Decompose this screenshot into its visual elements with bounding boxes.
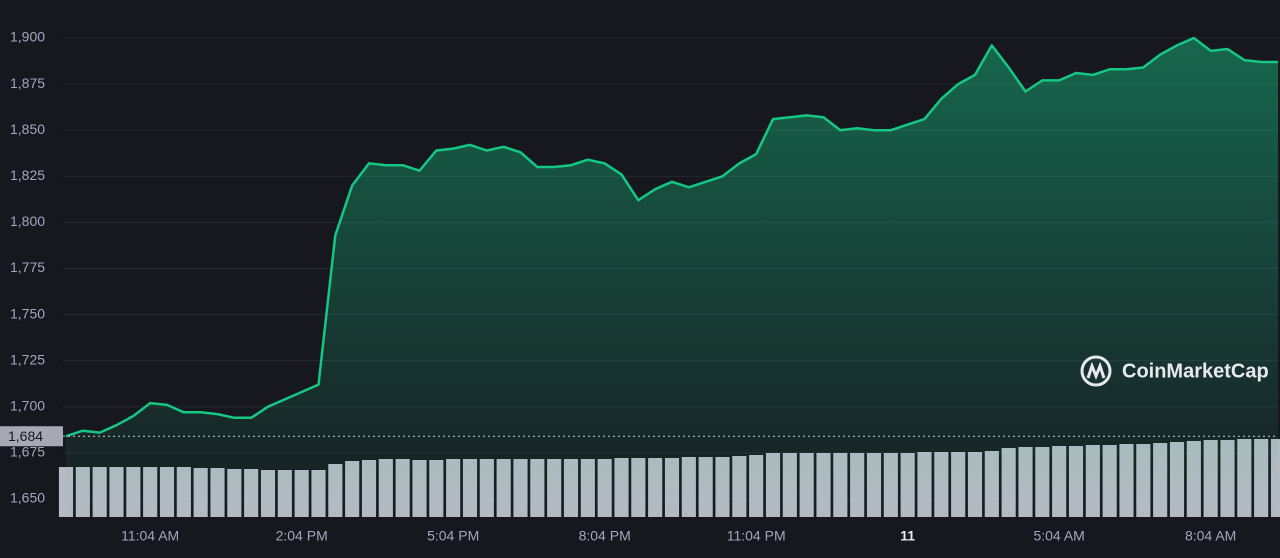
price-area bbox=[66, 38, 1278, 517]
x-tick-label: 5:04 AM bbox=[1033, 528, 1084, 544]
y-tick-label: 1,650 bbox=[10, 490, 45, 506]
y-tick-label: 1,750 bbox=[10, 305, 45, 321]
y-tick-label: 1,850 bbox=[10, 121, 45, 137]
x-tick-label: 5:04 PM bbox=[427, 528, 479, 544]
x-tick-label: 11:04 PM bbox=[727, 528, 786, 544]
y-tick-label: 1,875 bbox=[10, 75, 45, 91]
x-tick-label: 11 bbox=[900, 528, 915, 544]
x-tick-label: 8:04 PM bbox=[579, 528, 631, 544]
watermark: CoinMarketCap bbox=[1122, 360, 1269, 382]
y-tick-label: 1,700 bbox=[10, 397, 45, 413]
y-tick-label: 1,675 bbox=[10, 444, 45, 460]
y-tick-label: 1,775 bbox=[10, 259, 45, 275]
last-price-label: 1,684 bbox=[8, 428, 43, 444]
last-price-box bbox=[0, 426, 63, 447]
y-tick-label: 1,725 bbox=[10, 351, 45, 367]
watermark-logo bbox=[1080, 355, 1112, 387]
y-tick-label: 1,800 bbox=[10, 213, 45, 229]
x-tick-label: 11:04 AM bbox=[121, 528, 179, 544]
x-tick-label: 8:04 AM bbox=[1185, 528, 1236, 544]
y-tick-label: 1,900 bbox=[10, 29, 45, 45]
x-tick-label: 2:04 PM bbox=[276, 528, 328, 544]
y-tick-label: 1,825 bbox=[10, 167, 45, 183]
price-line bbox=[65, 36, 1278, 438]
